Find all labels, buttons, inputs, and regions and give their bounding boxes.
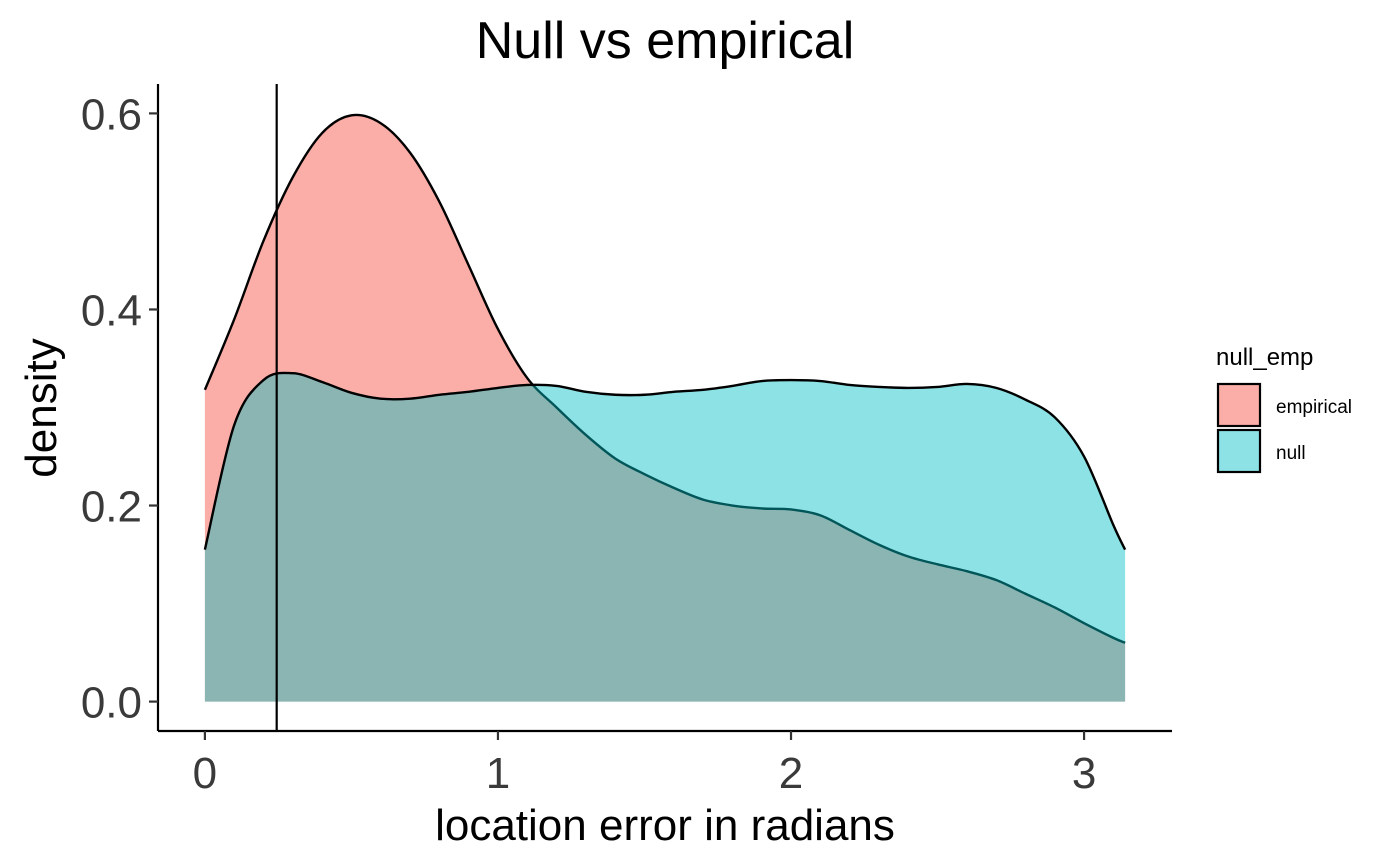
y-axis-ticks: 0.0 0.2 0.4 0.6 xyxy=(81,90,158,728)
y-tick-label: 0.6 xyxy=(81,90,142,139)
x-axis-ticks: 0 1 2 3 xyxy=(193,731,1096,798)
x-tick-label: 3 xyxy=(1072,749,1096,798)
area-null xyxy=(204,372,1126,702)
legend-key-empirical xyxy=(1216,382,1262,428)
x-tick-label: 1 xyxy=(486,749,510,798)
y-tick-label: 0.2 xyxy=(81,483,142,532)
y-axis-title: density xyxy=(17,338,66,477)
legend-label-null: null xyxy=(1276,443,1306,464)
legend-key-null xyxy=(1216,428,1262,474)
legend-label-empirical: empirical xyxy=(1276,397,1352,418)
legend: null_emp empirical null xyxy=(1216,344,1352,474)
x-axis-title: location error in radians xyxy=(435,801,895,850)
x-tick-label: 2 xyxy=(779,749,803,798)
area-empirical xyxy=(204,114,1126,702)
density-line-empirical xyxy=(203,113,1126,644)
x-tick-label: 0 xyxy=(193,749,217,798)
y-tick-label: 0.4 xyxy=(81,286,142,335)
legend-key-bg-null xyxy=(1218,430,1260,472)
density-line-null xyxy=(203,371,1127,551)
chart-title: Null vs empirical xyxy=(476,12,855,70)
y-tick-label: 0.0 xyxy=(81,679,142,728)
legend-title: null_emp xyxy=(1216,344,1313,371)
density-areas xyxy=(203,113,1127,702)
